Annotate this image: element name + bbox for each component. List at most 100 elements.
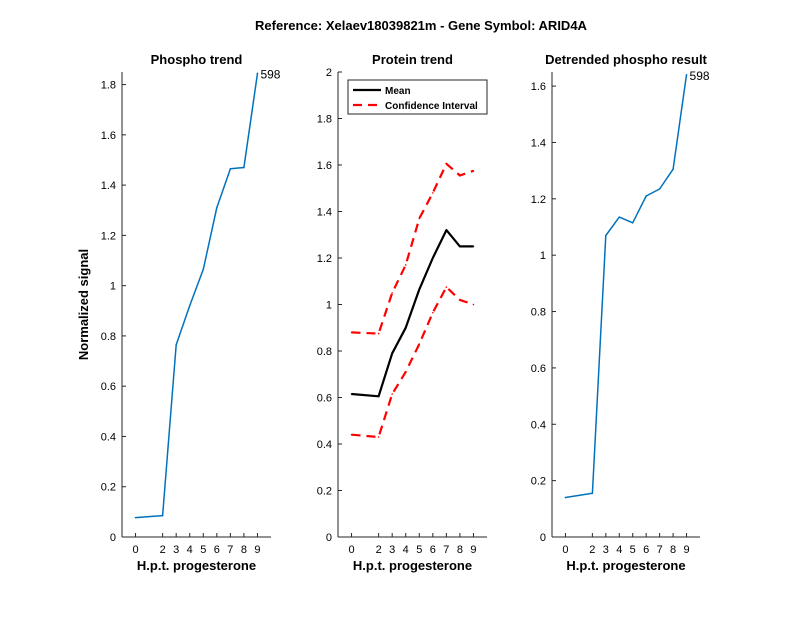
x-tick-label: 7 <box>657 544 663 556</box>
data-point <box>350 393 353 395</box>
x-tick-label: 0 <box>562 544 568 556</box>
x-axis-label: H.p.t. progesterone <box>137 558 256 573</box>
data-point <box>256 72 259 75</box>
data-point <box>404 326 407 329</box>
y-tick-label: 0.4 <box>317 439 332 451</box>
data-point <box>418 343 421 345</box>
x-tick-label: 6 <box>643 544 649 556</box>
data-point <box>618 216 621 218</box>
x-tick-label: 7 <box>443 544 449 556</box>
y-tick-label: 0 <box>110 532 116 544</box>
x-tick-label: 3 <box>173 544 179 556</box>
y-tick-label: 1.6 <box>531 81 546 93</box>
data-point <box>216 206 218 209</box>
data-point <box>134 516 137 519</box>
subplot-phospho-trend: 0 0.2 0.4 0.6 0.8 1 1.2 1.4 1.6 1.8 0 2 3 4 5 6 7 8 9 Phosp… <box>76 52 281 573</box>
data-point <box>377 395 380 398</box>
y-tick-label: 0.6 <box>101 381 116 393</box>
y-tick-label: 0.8 <box>317 346 332 358</box>
legend-box <box>347 79 488 115</box>
x-tick-label: 8 <box>457 544 463 556</box>
x-tick-label: 9 <box>683 544 689 556</box>
data-point <box>658 188 661 190</box>
x-tick-label: 3 <box>389 544 395 556</box>
x-axis-label: H.p.t. progesterone <box>566 558 685 573</box>
y-tick-label: 0.2 <box>531 476 546 488</box>
x-tick-label: 8 <box>241 544 247 556</box>
y-tick-label: 1.4 <box>317 207 332 219</box>
y-tick-label: 0.2 <box>101 482 116 494</box>
y-tick-label: 0.4 <box>101 431 116 443</box>
legend-entry: Mean <box>385 86 411 97</box>
x-tick-label: 4 <box>187 544 193 556</box>
y-tick-label: 0.6 <box>317 393 332 405</box>
series-line <box>135 73 259 519</box>
x-tick-label: 9 <box>470 544 476 556</box>
data-point <box>459 299 461 301</box>
peptide-annotation: 598 <box>260 67 280 81</box>
data-point <box>591 492 594 495</box>
peptide-annotation: 598 <box>690 69 710 83</box>
data-point <box>472 245 475 248</box>
y-tick-label: 1.2 <box>101 230 116 242</box>
y-tick-label: 1.8 <box>317 114 332 126</box>
data-point <box>445 163 448 165</box>
data-point <box>685 74 688 76</box>
x-tick-label: 6 <box>214 544 220 556</box>
data-point <box>564 496 567 499</box>
y-tick-label: 1.2 <box>531 194 546 206</box>
y-tick-label: 1.6 <box>101 130 116 142</box>
data-point <box>672 168 674 171</box>
data-point <box>645 195 647 197</box>
data-point <box>202 268 205 271</box>
data-point <box>404 371 407 373</box>
data-point <box>391 292 393 294</box>
y-tick-label: 0.2 <box>317 486 332 498</box>
x-tick-label: 0 <box>348 544 354 556</box>
data-point <box>418 288 421 291</box>
y-tick-label: 0 <box>326 532 332 544</box>
x-tick-label: 9 <box>254 544 260 556</box>
series-line <box>351 229 474 398</box>
data-point <box>391 393 393 395</box>
y-tick-label: 2 <box>326 67 332 79</box>
x-tick-label: 2 <box>376 544 382 556</box>
data-point <box>472 170 475 172</box>
x-tick-label: 4 <box>403 544 409 556</box>
data-point <box>161 514 164 517</box>
y-tick-label: 1.6 <box>317 160 332 172</box>
subplot-protein-trend: 00.20.40.60.811.21.41.61.820 2 3 4 5 6 7 8 9Prot… <box>317 52 488 573</box>
y-tick-label: 1.4 <box>531 137 546 149</box>
subplot-title: Protein trend <box>372 52 453 67</box>
y-tick-label: 1 <box>540 250 546 262</box>
x-tick-label: 5 <box>416 544 422 556</box>
y-tick-label: 1.2 <box>317 253 332 265</box>
data-point <box>243 166 245 169</box>
data-point <box>391 352 393 355</box>
data-point <box>605 234 607 237</box>
y-tick-label: 1.8 <box>101 80 116 92</box>
y-tick-label: 0.4 <box>531 419 546 431</box>
data-point <box>175 343 177 346</box>
y-axis-label: Normalized signal <box>76 249 91 360</box>
x-tick-label: 8 <box>670 544 676 556</box>
x-tick-label: 6 <box>430 544 436 556</box>
subplot-title: Phospho trend <box>151 52 243 67</box>
subplot-title: Detrended phospho result <box>545 52 707 67</box>
y-tick-label: 1 <box>110 281 116 293</box>
y-tick-label: 0.8 <box>101 331 116 343</box>
y-tick-label: 0 <box>540 532 546 544</box>
figure-title: Reference: Xelaev18039821m - Gene Symbol… <box>255 18 588 33</box>
data-point <box>432 311 434 314</box>
x-tick-label: 5 <box>200 544 206 556</box>
x-axis-label: H.p.t. progesterone <box>353 558 472 573</box>
data-point <box>432 192 434 194</box>
y-tick-label: 1.4 <box>101 180 116 192</box>
legend-entry: Confidence Interval <box>385 101 478 112</box>
data-point <box>404 264 407 266</box>
data-point <box>377 436 380 438</box>
y-tick-label: 1 <box>326 300 332 312</box>
data-point <box>445 286 448 288</box>
x-tick-label: 3 <box>603 544 609 556</box>
